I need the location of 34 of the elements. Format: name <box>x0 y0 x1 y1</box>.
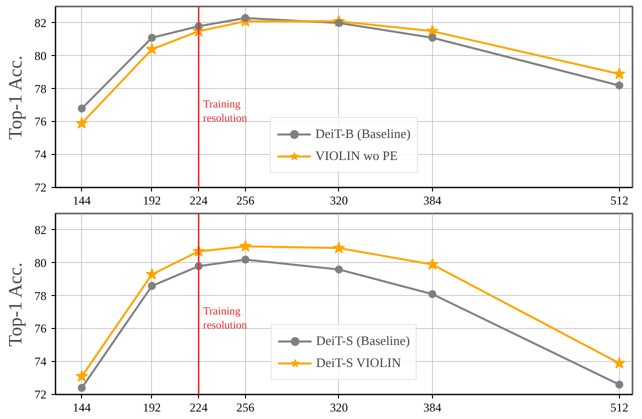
y-tick-label: 72 <box>34 180 46 194</box>
x-tick-label: 224 <box>190 400 208 414</box>
legend-label: DeiT-B (Baseline) <box>315 126 411 142</box>
y-axis-title: Top-1 Acc. <box>6 55 26 140</box>
x-tick-label: 256 <box>236 400 254 414</box>
x-tick-label: 256 <box>236 194 254 208</box>
x-tick-label: 144 <box>72 194 91 208</box>
y-tick-label: 74 <box>34 354 46 369</box>
x-tick-label: 320 <box>330 400 348 414</box>
y-tick-label: 80 <box>34 256 46 270</box>
y-tick-label: 76 <box>34 322 46 336</box>
y-tick-label: 82 <box>34 16 46 30</box>
x-tick-label: 320 <box>330 194 348 208</box>
y-tick-label: 78 <box>34 288 46 303</box>
x-tick-label: 384 <box>423 194 442 208</box>
x-tick-label: 512 <box>610 400 628 414</box>
y-tick-label: 80 <box>34 48 46 63</box>
x-tick-label: 512 <box>610 194 628 208</box>
legend-label: DeiT-S (Baseline) <box>316 333 410 349</box>
x-tick-label: 192 <box>142 400 161 414</box>
ref-line-label: Training resolution <box>203 98 248 125</box>
y-tick-label: 72 <box>34 388 46 402</box>
legend-label: VIOLIN wo PE <box>315 148 398 164</box>
y-axis-title: Top-1 Acc. <box>6 262 26 347</box>
legend-label: DeiT-S VIOLIN <box>316 355 401 371</box>
x-tick-label: 192 <box>142 194 161 208</box>
x-tick-label: 224 <box>190 194 208 208</box>
y-tick-label: 82 <box>34 222 46 237</box>
ref-line-label: Training resolution <box>203 305 248 332</box>
x-tick-label: 384 <box>423 400 442 414</box>
y-tick-label: 78 <box>34 82 46 96</box>
y-tick-label: 76 <box>34 114 46 129</box>
y-tick-label: 74 <box>34 148 46 162</box>
x-tick-label: 144 <box>72 400 91 414</box>
